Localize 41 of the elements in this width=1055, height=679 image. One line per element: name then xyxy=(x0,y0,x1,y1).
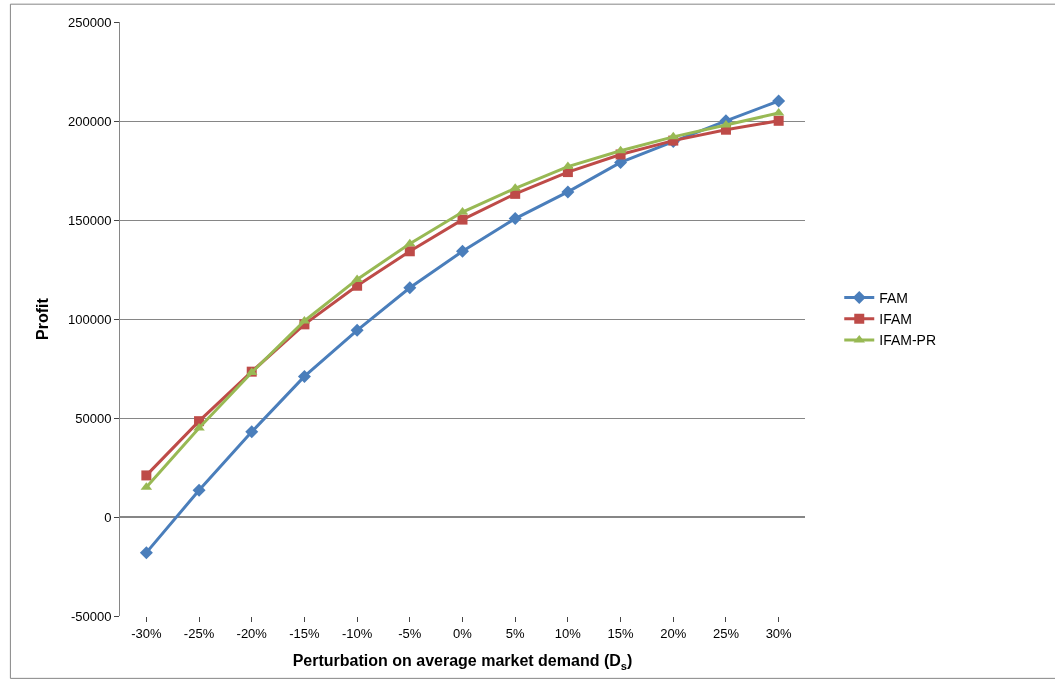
x-tick-label: -30% xyxy=(131,625,162,641)
x-tick-label: 20% xyxy=(660,625,687,641)
legend-label: IFAM-PR xyxy=(879,332,937,349)
y-tick-label: 0 xyxy=(104,509,112,525)
point xyxy=(772,94,786,108)
point xyxy=(297,369,311,383)
x-tick-label: 10% xyxy=(554,625,582,641)
x-tick-label: 0% xyxy=(453,625,473,641)
point xyxy=(508,212,522,226)
legend-label: FAM xyxy=(879,290,909,307)
x-tick-label: -25% xyxy=(183,625,215,641)
point xyxy=(561,185,575,199)
x-tick-label: -20% xyxy=(236,625,268,641)
legend-label: IFAM xyxy=(879,311,912,328)
point xyxy=(404,246,415,257)
point xyxy=(403,281,417,295)
y-tick-label: 200000 xyxy=(68,113,112,129)
point xyxy=(773,115,784,126)
x-tick-label: 30% xyxy=(765,625,793,641)
x-tick-label: -10% xyxy=(341,625,373,641)
x-tick-label: -15% xyxy=(289,625,321,641)
y-tick-label: 100000 xyxy=(68,311,112,327)
y-tick-label: 150000 xyxy=(68,212,112,228)
point xyxy=(404,238,416,247)
y-tick-label: 250000 xyxy=(68,14,112,30)
point xyxy=(350,323,364,337)
x-tick-label: 25% xyxy=(712,625,740,641)
y-tick-label: -50000 xyxy=(70,608,112,624)
x-tick-label: -5% xyxy=(398,625,422,641)
point xyxy=(562,161,574,170)
y-tick-label: 50000 xyxy=(75,410,112,426)
point xyxy=(456,244,469,258)
point xyxy=(192,483,206,497)
x-tick-label: 15% xyxy=(607,625,635,641)
point xyxy=(139,546,153,560)
point xyxy=(457,214,468,225)
x-axis-title: Perturbation on average market demand (D$_{s}$) xyxy=(292,652,633,672)
point xyxy=(245,425,259,439)
point xyxy=(141,470,152,481)
x-tick-label: 5% xyxy=(505,625,526,641)
y-axis-title: Profit xyxy=(33,297,51,340)
